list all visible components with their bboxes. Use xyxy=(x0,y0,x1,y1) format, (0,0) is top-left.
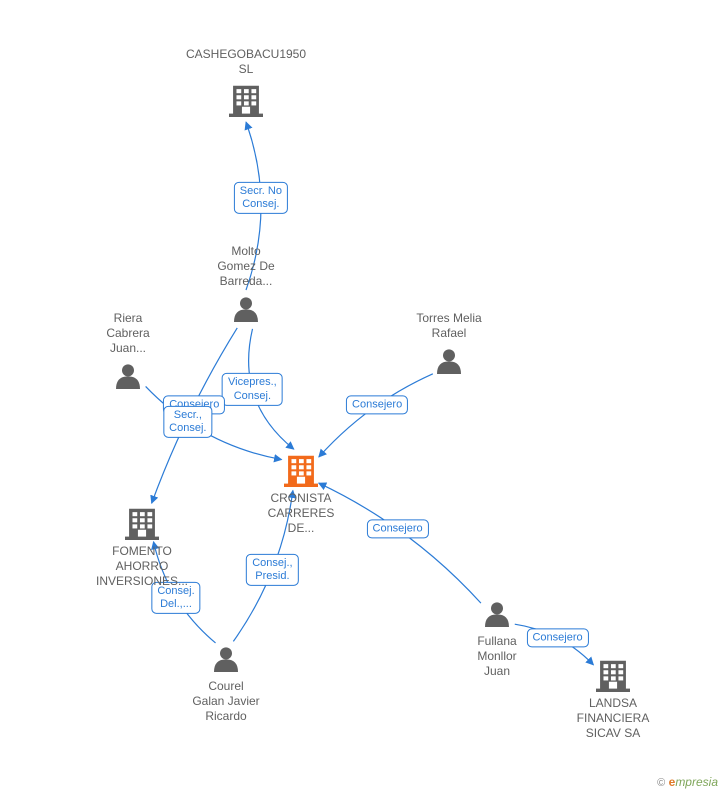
company-icon[interactable] xyxy=(284,456,318,487)
node-label: Riera Cabrera Juan... xyxy=(106,311,149,356)
edge-label: Secr., Consej. xyxy=(163,406,212,438)
edge-label: Consejero xyxy=(346,396,408,415)
edge-label: Secr. No Consej. xyxy=(234,181,288,213)
node-label: Fullana Monllor Juan xyxy=(477,634,516,679)
edge-label: Consejero xyxy=(367,520,429,539)
watermark-copyright: © xyxy=(657,777,665,789)
company-icon[interactable] xyxy=(596,661,630,692)
person-icon[interactable] xyxy=(116,364,140,389)
person-icon[interactable] xyxy=(437,349,461,374)
node-label: Molto Gomez De Barreda... xyxy=(217,244,274,289)
person-icon[interactable] xyxy=(234,297,258,322)
edge-label: Consejero xyxy=(526,628,588,647)
watermark-brand-rest: mpresia xyxy=(675,775,718,789)
edge-label: Vicepres., Consej. xyxy=(222,373,283,405)
node-label: CASHEGOBACU1950 SL xyxy=(186,47,306,77)
node-label: Torres Melia Rafael xyxy=(416,311,481,341)
edge-label: Consej., Presid. xyxy=(246,553,298,585)
node-label: LANDSA FINANCIERA SICAV SA xyxy=(577,696,650,741)
person-icon[interactable] xyxy=(214,647,238,672)
node-label: Courel Galan Javier Ricardo xyxy=(192,679,259,724)
company-icon[interactable] xyxy=(125,509,159,540)
person-icon[interactable] xyxy=(485,602,509,627)
node-label: CRONISTA CARRERES DE... xyxy=(268,491,335,536)
edge xyxy=(319,483,481,603)
edge xyxy=(319,374,433,457)
node-label: FOMENTO AHORRO INVERSIONES... xyxy=(96,544,188,589)
company-icon[interactable] xyxy=(229,86,263,117)
watermark: © empresia xyxy=(657,775,718,789)
